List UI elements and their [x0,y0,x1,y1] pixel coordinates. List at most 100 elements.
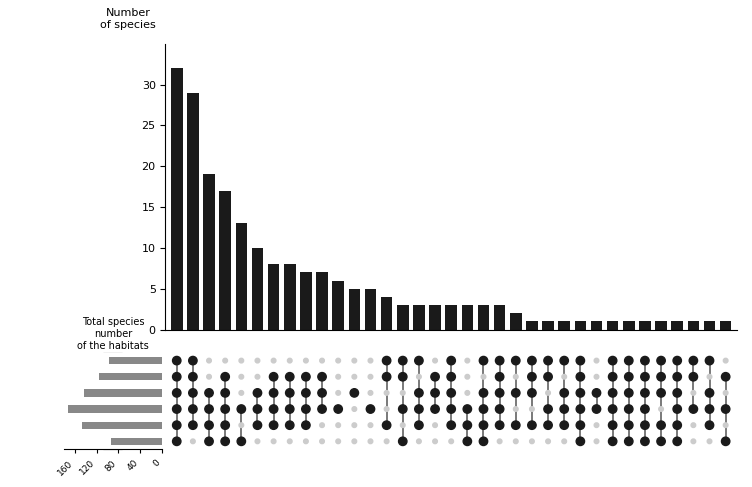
Circle shape [544,356,552,365]
Bar [268,264,280,330]
Circle shape [432,439,438,444]
Circle shape [691,439,696,444]
Circle shape [172,356,181,365]
Bar [413,305,425,330]
Text: 172: 172 [103,404,123,414]
Bar [171,68,183,330]
Circle shape [529,407,534,412]
Circle shape [657,437,666,446]
Circle shape [608,421,617,430]
Bar [252,248,263,330]
Circle shape [689,356,698,365]
Circle shape [496,356,504,365]
Bar [284,264,296,330]
Circle shape [560,421,569,430]
Circle shape [481,375,486,379]
Circle shape [528,373,536,381]
Circle shape [463,421,472,430]
Circle shape [205,405,214,413]
Circle shape [320,358,324,363]
Bar [478,305,490,330]
Circle shape [269,405,277,413]
Circle shape [465,358,470,363]
Circle shape [511,421,520,430]
Circle shape [237,405,245,413]
Text: 147: 147 [103,420,123,430]
Circle shape [576,421,584,430]
Circle shape [302,405,310,413]
Circle shape [447,405,456,413]
Circle shape [594,375,599,379]
Bar [542,321,554,330]
Circle shape [414,405,423,413]
Circle shape [432,358,438,363]
Circle shape [641,421,649,430]
Bar [68,405,162,412]
Bar [332,281,344,330]
Circle shape [286,421,294,430]
Circle shape [336,358,341,363]
Circle shape [673,421,681,430]
Circle shape [465,375,470,379]
Circle shape [673,405,681,413]
Circle shape [417,375,421,379]
Circle shape [447,389,456,397]
Circle shape [384,391,389,395]
Circle shape [414,389,423,397]
Bar [704,321,715,330]
Circle shape [657,373,666,381]
Circle shape [368,375,373,379]
Bar [84,389,162,396]
Circle shape [689,405,698,413]
Circle shape [190,439,196,444]
Circle shape [479,405,488,413]
Circle shape [172,437,181,446]
Bar [365,289,376,330]
Bar [348,289,360,330]
Circle shape [172,389,181,397]
Circle shape [255,439,259,444]
Circle shape [576,356,584,365]
Circle shape [705,421,714,430]
Circle shape [594,358,599,363]
Circle shape [705,405,714,413]
Bar [607,321,618,330]
Circle shape [239,358,244,363]
Bar [623,321,635,330]
Circle shape [320,439,324,444]
Circle shape [253,405,262,413]
Bar [381,297,393,330]
Circle shape [576,389,584,397]
Circle shape [334,405,342,413]
Circle shape [546,391,550,395]
Circle shape [560,356,569,365]
Circle shape [287,358,292,363]
Circle shape [286,389,294,397]
Circle shape [302,421,310,430]
Circle shape [659,407,663,412]
Bar [111,438,162,445]
Circle shape [594,439,599,444]
Circle shape [691,391,696,395]
Circle shape [560,405,569,413]
Circle shape [414,356,423,365]
Circle shape [594,423,599,428]
Circle shape [560,389,569,397]
Bar [590,321,602,330]
Circle shape [399,373,407,381]
Circle shape [608,389,617,397]
Bar [300,272,312,330]
Circle shape [721,437,730,446]
Circle shape [383,421,391,430]
Circle shape [625,421,633,430]
Circle shape [625,437,633,446]
Circle shape [723,391,728,395]
Circle shape [673,389,681,397]
Circle shape [286,405,294,413]
Circle shape [172,373,181,381]
Circle shape [641,437,649,446]
Circle shape [463,437,472,446]
Circle shape [255,375,259,379]
Circle shape [625,405,633,413]
Bar [510,313,522,330]
